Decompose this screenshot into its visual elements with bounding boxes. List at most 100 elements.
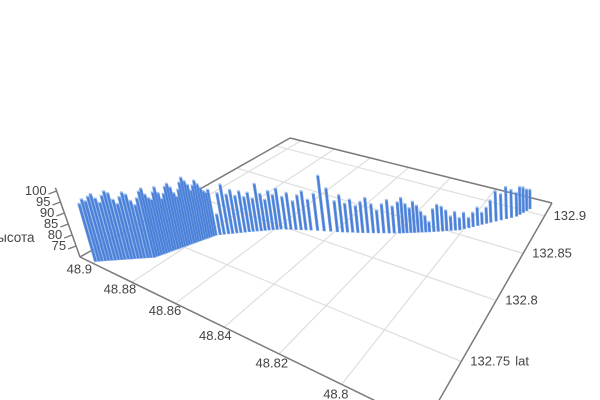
bar[interactable]	[410, 200, 417, 233]
bar-body[interactable]	[517, 186, 522, 215]
bar[interactable]	[252, 182, 264, 232]
bar[interactable]	[88, 193, 111, 261]
bar[interactable]	[457, 216, 462, 231]
bar[interactable]	[284, 191, 293, 230]
bar[interactable]	[316, 174, 326, 232]
bar[interactable]	[117, 195, 137, 260]
bar[interactable]	[336, 193, 345, 233]
bar[interactable]	[115, 202, 134, 260]
bar[interactable]	[342, 202, 350, 233]
bar-body[interactable]	[521, 186, 525, 213]
bar[interactable]	[324, 187, 333, 232]
bar[interactable]	[83, 200, 104, 262]
bar[interactable]	[265, 189, 275, 230]
bar[interactable]	[452, 210, 458, 231]
bar[interactable]	[524, 188, 529, 211]
bar[interactable]	[133, 204, 150, 259]
bar[interactable]	[123, 193, 144, 259]
bar[interactable]	[218, 183, 231, 235]
bar-body[interactable]	[466, 217, 471, 229]
bar[interactable]	[498, 193, 503, 221]
bar[interactable]	[233, 194, 243, 233]
bar[interactable]	[311, 192, 320, 231]
bar[interactable]	[403, 202, 409, 234]
bar-body[interactable]	[430, 208, 436, 232]
bar[interactable]	[480, 211, 484, 225]
bar[interactable]	[270, 193, 279, 230]
bar-body[interactable]	[484, 206, 489, 224]
bar[interactable]	[414, 204, 420, 233]
bar[interactable]	[258, 192, 267, 231]
bar[interactable]	[353, 204, 360, 233]
bar-body[interactable]	[423, 215, 428, 233]
bar-body[interactable]	[498, 193, 503, 221]
bar[interactable]	[358, 200, 365, 233]
bar[interactable]	[470, 211, 475, 227]
bar-body[interactable]	[528, 189, 532, 210]
bar[interactable]	[493, 190, 498, 222]
bar-body[interactable]	[470, 212, 475, 227]
bar[interactable]	[423, 214, 428, 233]
bar[interactable]	[299, 190, 308, 231]
bar[interactable]	[347, 198, 355, 233]
bar-body[interactable]	[384, 199, 391, 234]
bar-body[interactable]	[342, 202, 350, 233]
bar[interactable]	[273, 187, 283, 230]
bar[interactable]	[214, 213, 222, 235]
bar[interactable]	[517, 185, 522, 215]
bar[interactable]	[484, 206, 489, 224]
bar[interactable]	[395, 201, 402, 234]
bar[interactable]	[332, 200, 340, 233]
bar-body[interactable]	[374, 209, 381, 234]
bar[interactable]	[504, 185, 509, 220]
bar-body[interactable]	[390, 205, 396, 234]
bar[interactable]	[119, 191, 141, 259]
bar[interactable]	[93, 197, 114, 261]
bar[interactable]	[105, 192, 127, 260]
bar[interactable]	[101, 190, 124, 261]
bar-body[interactable]	[418, 211, 424, 233]
bar-body[interactable]	[353, 205, 360, 233]
bar[interactable]	[85, 195, 108, 262]
bar-body[interactable]	[427, 221, 432, 233]
bar[interactable]	[521, 186, 525, 213]
bar[interactable]	[390, 205, 396, 234]
bar[interactable]	[418, 210, 424, 233]
bar[interactable]	[97, 201, 118, 261]
bar[interactable]	[136, 190, 157, 258]
bar-body[interactable]	[369, 203, 376, 234]
bar-body[interactable]	[379, 203, 386, 234]
bar-body[interactable]	[514, 192, 519, 217]
bar[interactable]	[384, 198, 391, 234]
bar-body[interactable]	[509, 189, 514, 218]
bar-body[interactable]	[444, 209, 449, 232]
bar-body[interactable]	[461, 212, 466, 230]
bar[interactable]	[363, 196, 370, 234]
bar[interactable]	[461, 211, 466, 230]
bar-body[interactable]	[457, 217, 462, 231]
bar[interactable]	[528, 188, 532, 210]
bar[interactable]	[407, 206, 413, 234]
bar[interactable]	[134, 197, 153, 258]
bar[interactable]	[430, 208, 436, 232]
bar-body[interactable]	[439, 205, 445, 232]
bar[interactable]	[509, 188, 514, 218]
bar-body[interactable]	[493, 190, 498, 222]
bar[interactable]	[110, 198, 131, 260]
bar[interactable]	[488, 199, 493, 223]
bar[interactable]	[369, 203, 376, 234]
bar[interactable]	[398, 196, 406, 234]
bar-body[interactable]	[488, 199, 493, 223]
bar[interactable]	[444, 209, 449, 232]
bar[interactable]	[245, 191, 255, 232]
bar[interactable]	[215, 192, 226, 235]
bar[interactable]	[514, 191, 519, 217]
bar[interactable]	[379, 203, 386, 234]
bar[interactable]	[280, 195, 288, 230]
bar[interactable]	[79, 198, 101, 262]
bar[interactable]	[305, 198, 313, 231]
bar[interactable]	[262, 198, 271, 231]
bar[interactable]	[227, 188, 239, 234]
